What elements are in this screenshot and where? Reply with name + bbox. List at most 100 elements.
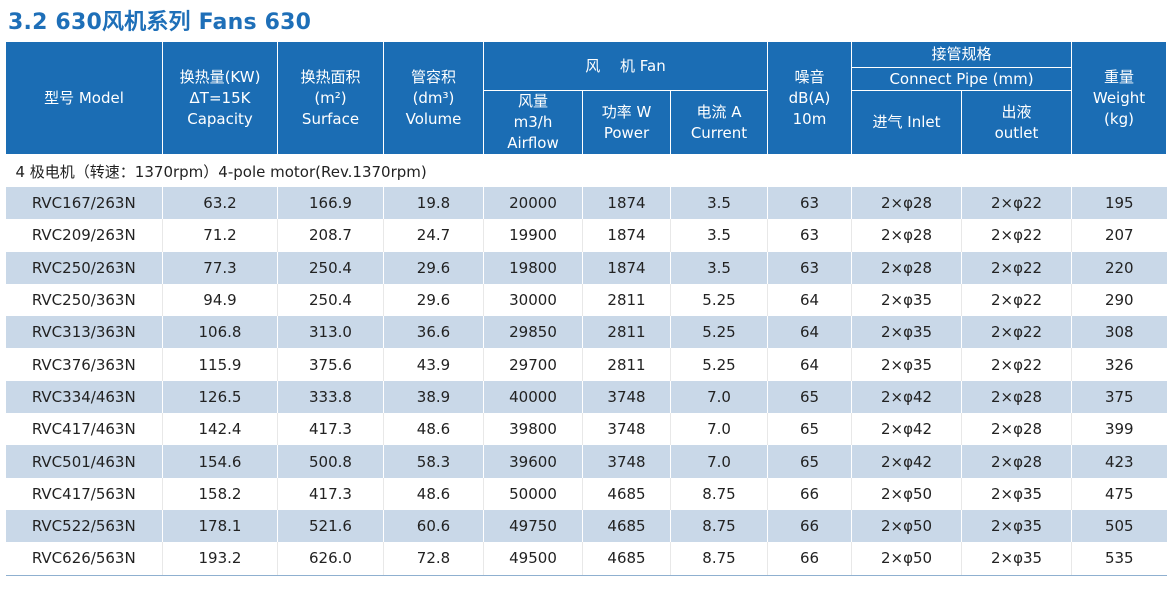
cell-airflow: 29700 <box>483 348 583 381</box>
cell-inlet: 2×φ42 <box>851 445 962 478</box>
cell-power: 1874 <box>582 219 671 252</box>
cell-volume: 36.6 <box>383 316 484 349</box>
cell-airflow: 50000 <box>483 477 583 510</box>
cell-inlet: 2×φ42 <box>851 380 962 414</box>
cell-weight: 535 <box>1071 542 1167 576</box>
cell-noise: 65 <box>767 445 852 478</box>
cell-weight: 290 <box>1071 283 1167 317</box>
col-weight-header: 重量 Weight (kg) <box>1071 41 1168 155</box>
cell-volume: 29.6 <box>383 251 484 284</box>
cell-inlet: 2×φ50 <box>851 509 962 543</box>
col-airflow-header: 风量 m3/h Airflow <box>483 90 583 155</box>
cell-model: RVC167/263N <box>5 187 163 220</box>
cell-current: 7.0 <box>670 380 768 414</box>
table-row: RVC376/363N 115.9 375.6 43.9 29700 2811 5.25 64… <box>5 348 1167 381</box>
col-current-header: 电流 A Current <box>670 90 768 155</box>
cell-noise: 66 <box>767 542 852 576</box>
cell-power: 3748 <box>582 445 671 478</box>
cell-current: 8.75 <box>670 509 768 543</box>
cell-outlet: 2×φ28 <box>960 413 1072 446</box>
cell-volume: 60.6 <box>383 509 484 543</box>
table-body: 4 极电机（转速：1370rpm）4-pole motor(Rev.1370rp… <box>5 154 1167 576</box>
cell-weight: 475 <box>1071 477 1167 510</box>
cell-current: 8.75 <box>670 542 768 576</box>
cell-inlet: 2×φ28 <box>851 251 962 284</box>
fan-group-header: 风 机 Fan <box>483 41 768 91</box>
cell-current: 5.25 <box>670 348 768 381</box>
cell-model: RVC626/563N <box>5 542 163 576</box>
cell-outlet: 2×φ28 <box>960 380 1072 414</box>
cell-outlet: 2×φ22 <box>960 187 1072 220</box>
cell-outlet: 2×φ35 <box>960 542 1072 576</box>
spec-table: 型号 Model 换热量(KW) ΔT=15K Capacity 换热面积 (m²) S… <box>5 41 1168 576</box>
cell-noise: 65 <box>767 413 852 446</box>
cell-power: 1874 <box>582 187 671 220</box>
cell-surface: 250.4 <box>277 251 384 284</box>
table-row: RVC501/463N 154.6 500.8 58.3 39600 3748 7.0 65 2… <box>5 445 1167 478</box>
cell-power: 3748 <box>582 380 671 414</box>
cell-inlet: 2×φ42 <box>851 413 962 446</box>
cell-volume: 29.6 <box>383 283 484 317</box>
cell-model: RVC250/363N <box>5 283 163 317</box>
table-row: RVC417/463N 142.4 417.3 48.6 39800 3748 7.0 65 2… <box>5 413 1167 446</box>
cell-outlet: 2×φ22 <box>960 219 1072 252</box>
cell-capacity: 193.2 <box>162 542 278 576</box>
cell-weight: 207 <box>1071 219 1167 252</box>
cell-noise: 64 <box>767 348 852 381</box>
pipe-group-header-cn: 接管规格 <box>850 41 1073 68</box>
cell-model: RVC376/363N <box>5 348 163 381</box>
col-noise-header: 噪音 dB(A) 10m <box>767 41 852 155</box>
cell-current: 7.0 <box>670 445 768 478</box>
cell-power: 4685 <box>582 477 671 510</box>
cell-volume: 19.8 <box>383 187 484 220</box>
cell-airflow: 49750 <box>483 509 583 543</box>
cell-capacity: 106.8 <box>162 316 278 349</box>
cell-weight: 308 <box>1071 316 1167 349</box>
cell-noise: 63 <box>767 251 852 284</box>
cell-airflow: 19800 <box>483 251 583 284</box>
page-title: 3.2 630风机系列 Fans 630 <box>8 10 312 35</box>
cell-airflow: 40000 <box>483 380 583 414</box>
cell-model: RVC209/263N <box>5 219 163 252</box>
cell-outlet: 2×φ22 <box>960 283 1072 317</box>
cell-outlet: 2×φ22 <box>960 316 1072 349</box>
table-header: 型号 Model 换热量(KW) ΔT=15K Capacity 换热面积 (m²) S… <box>5 41 1168 155</box>
cell-surface: 250.4 <box>277 283 384 317</box>
cell-capacity: 63.2 <box>162 187 278 220</box>
cell-model: RVC501/463N <box>5 445 163 478</box>
cell-volume: 58.3 <box>383 445 484 478</box>
cell-model: RVC417/463N <box>5 413 163 446</box>
table-row: RVC417/563N 158.2 417.3 48.6 50000 4685 8.75 66… <box>5 477 1167 510</box>
cell-airflow: 39800 <box>483 413 583 446</box>
cell-noise: 66 <box>767 477 852 510</box>
cell-surface: 417.3 <box>277 477 384 510</box>
cell-power: 4685 <box>582 542 671 576</box>
cell-volume: 24.7 <box>383 219 484 252</box>
cell-power: 3748 <box>582 413 671 446</box>
cell-power: 1874 <box>582 251 671 284</box>
cell-current: 3.5 <box>670 219 768 252</box>
cell-noise: 64 <box>767 283 852 317</box>
cell-capacity: 77.3 <box>162 251 278 284</box>
cell-capacity: 142.4 <box>162 413 278 446</box>
cell-surface: 208.7 <box>277 219 384 252</box>
cell-capacity: 126.5 <box>162 380 278 414</box>
cell-inlet: 2×φ28 <box>851 187 962 220</box>
col-inlet-header: 进气 Inlet <box>851 90 962 155</box>
cell-surface: 166.9 <box>277 187 384 220</box>
cell-capacity: 71.2 <box>162 219 278 252</box>
cell-outlet: 2×φ22 <box>960 251 1072 284</box>
cell-volume: 48.6 <box>383 477 484 510</box>
cell-surface: 417.3 <box>277 413 384 446</box>
cell-volume: 38.9 <box>383 380 484 414</box>
cell-noise: 64 <box>767 316 852 349</box>
cell-inlet: 2×φ35 <box>851 348 962 381</box>
cell-inlet: 2×φ50 <box>851 542 962 576</box>
cell-current: 3.5 <box>670 251 768 284</box>
cell-current: 7.0 <box>670 413 768 446</box>
cell-surface: 333.8 <box>277 380 384 414</box>
cell-weight: 505 <box>1071 509 1167 543</box>
cell-weight: 423 <box>1071 445 1167 478</box>
cell-surface: 500.8 <box>277 445 384 478</box>
cell-surface: 313.0 <box>277 316 384 349</box>
